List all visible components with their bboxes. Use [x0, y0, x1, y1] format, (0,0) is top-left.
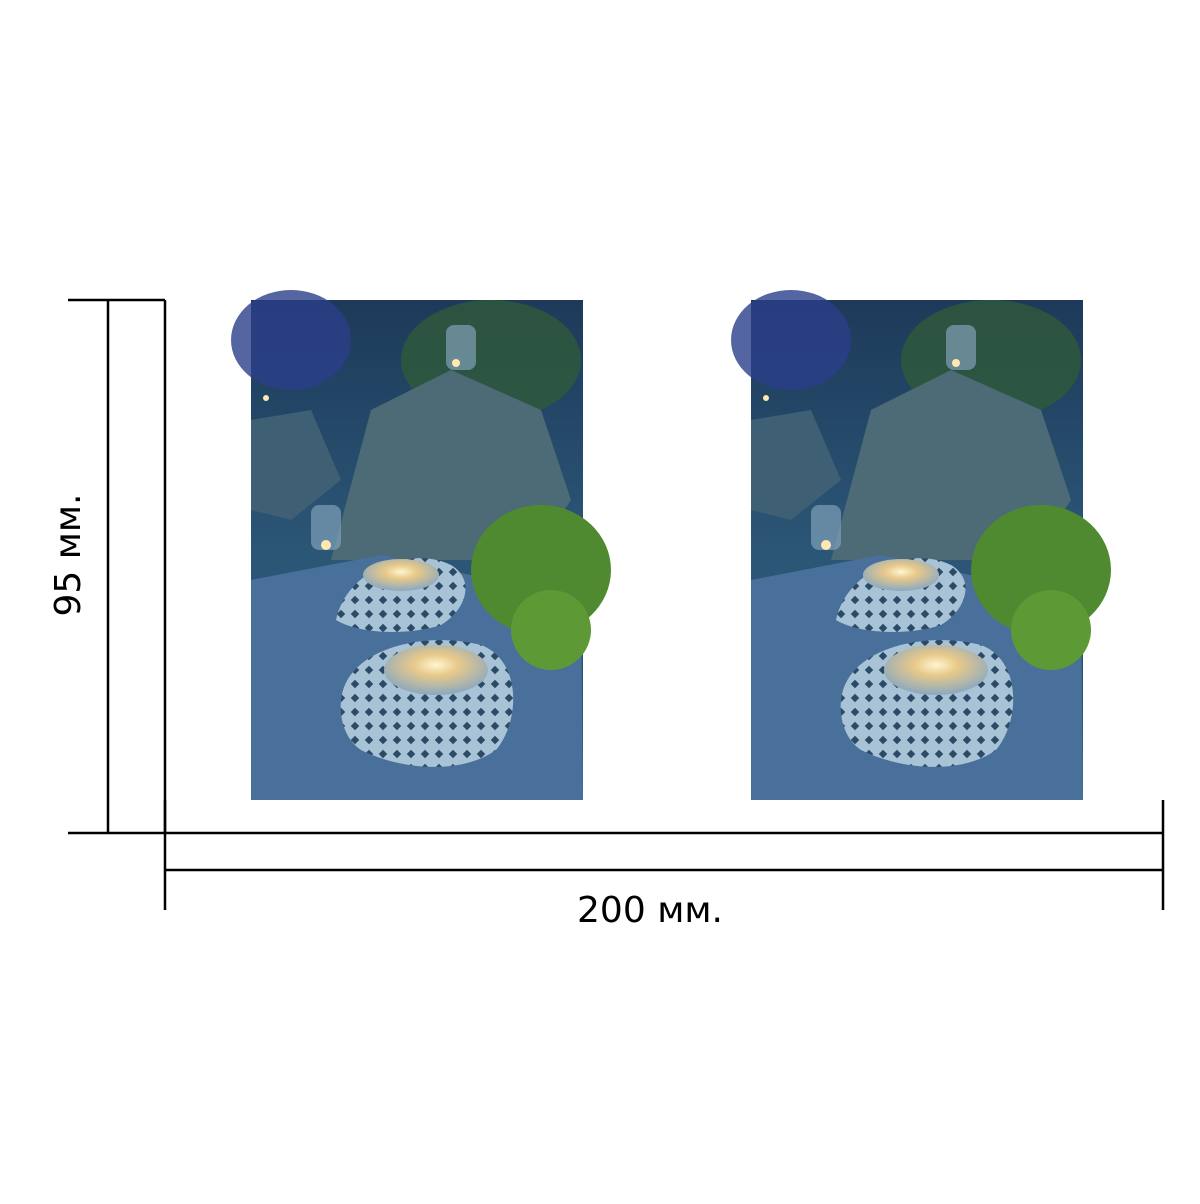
- photo: [731, 290, 1111, 800]
- photo: [231, 290, 611, 800]
- height-dimension: [68, 298, 167, 835]
- height-label: 95 мм.: [48, 493, 89, 616]
- width-dimension: [163, 800, 1165, 910]
- width-label: 200 мм.: [577, 890, 723, 931]
